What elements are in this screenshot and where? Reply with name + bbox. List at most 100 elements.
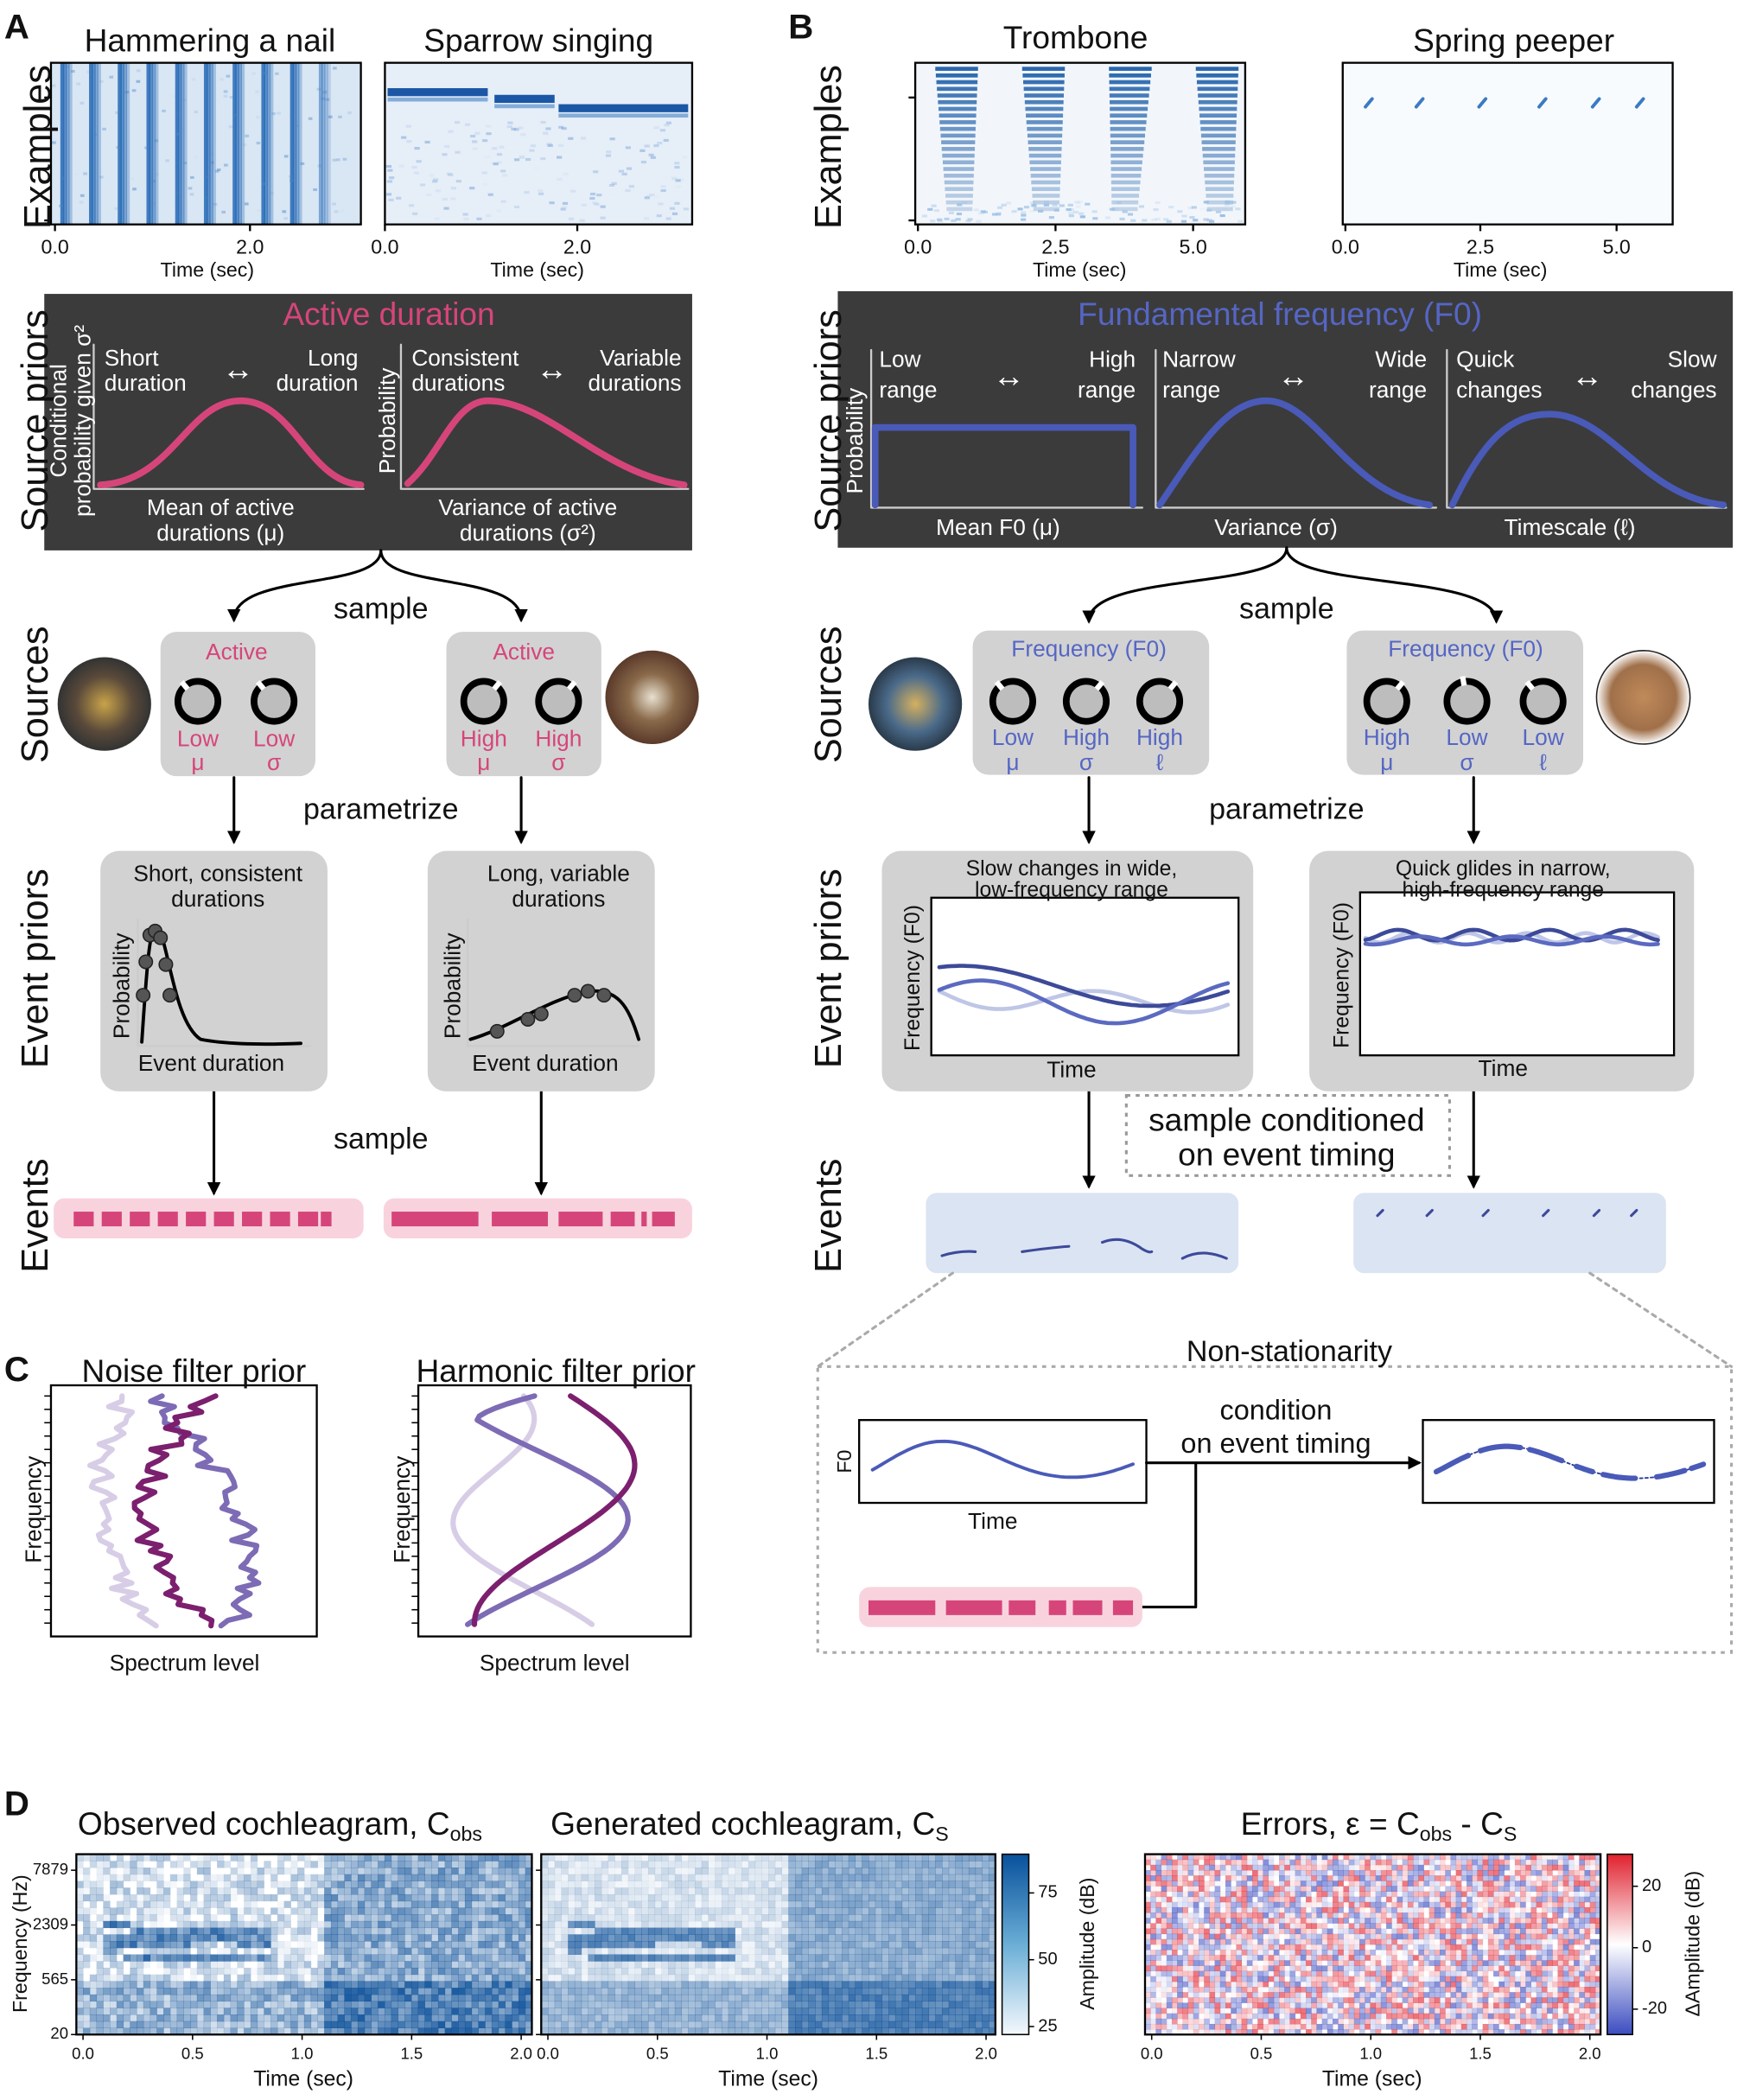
cochleagram-cell bbox=[203, 1934, 211, 1942]
cochleagram-cell bbox=[735, 1880, 742, 1888]
cochleagram-cell bbox=[1177, 1901, 1183, 1908]
cochleagram-cell bbox=[103, 1854, 111, 1861]
cochleagram-cell bbox=[1161, 1934, 1168, 1940]
cochleagram-cell bbox=[257, 1914, 264, 1922]
cochleagram-cell bbox=[464, 1974, 473, 1982]
cochleagram-cell bbox=[156, 1927, 164, 1935]
cochleagram-cell bbox=[828, 1994, 836, 2002]
cochleagram-cell bbox=[728, 1967, 735, 1976]
cochleagram-cell bbox=[1214, 1938, 1221, 1945]
cochleagram-cell bbox=[708, 1954, 716, 1962]
cochleagram-cell bbox=[928, 1961, 936, 1969]
cochleagram-cell bbox=[761, 1954, 769, 1962]
cochleagram-cell bbox=[815, 1887, 823, 1895]
cochleagram-cell bbox=[894, 1861, 903, 1868]
cochleagram-cell bbox=[862, 1961, 869, 1969]
cochleagram-cell bbox=[568, 1914, 576, 1922]
cochleagram-cell bbox=[754, 1927, 762, 1935]
cochleagram-cell bbox=[715, 1961, 722, 1969]
cochleagram-cell bbox=[431, 1854, 439, 1861]
cochleagram-cell bbox=[303, 1874, 312, 1881]
cochleagram-cell bbox=[561, 2001, 569, 2008]
cochleagram-cell bbox=[708, 1941, 716, 1949]
spectrogram-harmonic bbox=[1109, 67, 1152, 71]
cochleagram-cell bbox=[310, 1900, 318, 1908]
cochleagram-cell bbox=[808, 2008, 816, 2015]
cochleagram-cell bbox=[277, 1868, 285, 1875]
cochleagram-cell bbox=[297, 2001, 305, 2008]
cochleagram-cell bbox=[1193, 1891, 1199, 1898]
cochleagram-cell bbox=[1144, 1859, 1151, 1866]
cochleagram-cell bbox=[701, 2014, 709, 2022]
cochleagram-cell bbox=[728, 1954, 735, 1962]
cochleagram-cell bbox=[250, 1954, 258, 1962]
cochleagram-cell bbox=[695, 1854, 703, 1861]
cochleagram-cell bbox=[217, 1874, 225, 1881]
cochleagram-cell bbox=[601, 1967, 609, 1976]
cochleagram-cell bbox=[801, 1900, 809, 1908]
cochleagram-cell bbox=[862, 2014, 869, 2022]
cochleagram-cell bbox=[894, 1893, 903, 1902]
cochleagram-cell bbox=[801, 1947, 809, 1955]
cochleagram-cell bbox=[748, 1907, 756, 1915]
cochleagram-cell bbox=[595, 2008, 602, 2015]
cochleagram-cell bbox=[654, 1947, 662, 1955]
cochleagram-cell bbox=[176, 1947, 184, 1955]
cochleagram-cell bbox=[728, 1880, 735, 1888]
cochleagram-cell bbox=[464, 1947, 473, 1955]
cochleagram-cell bbox=[647, 1927, 656, 1935]
cochleagram-cell bbox=[815, 2027, 823, 2035]
cochleagram-cell bbox=[237, 1861, 245, 1868]
cochleagram-cell bbox=[962, 2020, 970, 2028]
cochleagram-cell bbox=[478, 2027, 486, 2035]
cochleagram-cell bbox=[948, 1934, 956, 1942]
cochleagram-cell bbox=[203, 1967, 211, 1976]
prior-curve bbox=[404, 397, 688, 488]
cochleagram-cell bbox=[137, 2014, 144, 2022]
cochleagram-cell bbox=[634, 2027, 642, 2035]
cochleagram-cell bbox=[888, 1934, 896, 1942]
cochleagram-cell bbox=[748, 1920, 756, 1929]
arrow bbox=[227, 549, 383, 623]
cochleagram-cell bbox=[741, 1967, 749, 1976]
spectrogram-noise bbox=[1166, 220, 1172, 223]
cochleagram-cell bbox=[391, 1967, 398, 1976]
cochleagram-cell bbox=[384, 1954, 392, 1962]
spectrogram-harmonic bbox=[1028, 140, 1062, 144]
cochleagram-cell bbox=[627, 1874, 635, 1881]
cochleagram-cell bbox=[915, 1974, 923, 1982]
spectrogram-harmonic bbox=[945, 187, 974, 192]
cochleagram-cell bbox=[303, 1994, 312, 2002]
cochleagram-cell bbox=[881, 1893, 889, 1902]
cochleagram-cell bbox=[103, 2027, 111, 2035]
cochleagram-cell bbox=[156, 1861, 164, 1868]
spectrogram-noise bbox=[951, 219, 957, 222]
cochleagram-cell bbox=[290, 1934, 298, 1942]
cochleagram-cell bbox=[735, 1854, 742, 1861]
cochleagram-cell bbox=[881, 1994, 889, 2002]
arrow bbox=[1285, 546, 1504, 624]
spectrogram-noise bbox=[338, 115, 342, 118]
cochleagram-cell bbox=[868, 1941, 876, 1949]
cochleagram-cell bbox=[1144, 1869, 1151, 1876]
cochleagram-cell bbox=[183, 1927, 191, 1935]
cochleagram-cell bbox=[183, 1961, 191, 1969]
cochleagram-cell bbox=[601, 1914, 609, 1922]
cochleagram-cell bbox=[512, 1920, 519, 1929]
cochleagram-cell bbox=[371, 1914, 379, 1922]
cochleagram-cell bbox=[561, 1900, 569, 1908]
cochleagram-cell bbox=[835, 1900, 843, 1908]
cochleagram-cell bbox=[203, 1941, 211, 1949]
spectrogram-harmonic bbox=[938, 113, 977, 118]
cochleagram-cell bbox=[270, 1961, 278, 1969]
cochleagram-cell bbox=[237, 1994, 245, 2002]
source-box bbox=[160, 632, 316, 777]
cochleagram-cell bbox=[1150, 2008, 1156, 2014]
cochleagram-cell bbox=[862, 1861, 869, 1868]
cochleagram-cell bbox=[541, 1868, 549, 1875]
cochleagram-cell bbox=[654, 2027, 662, 2035]
cochleagram-cell bbox=[1236, 2023, 1243, 2030]
cochleagram-cell bbox=[324, 2008, 332, 2015]
cochleagram-cell bbox=[641, 2001, 649, 2008]
cochleagram-cell bbox=[378, 1934, 385, 1942]
